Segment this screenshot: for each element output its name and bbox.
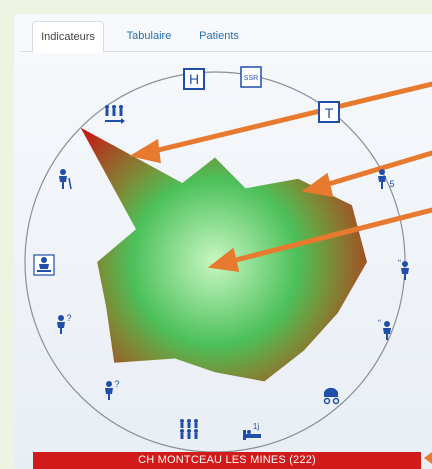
annotation-arrow-1 — [147, 81, 432, 155]
bed-1j-icon[interactable]: 1j — [241, 420, 263, 442]
tab-bar: Indicateurs Tabulaire Patients — [20, 14, 432, 53]
person-question-icon-text: ? — [114, 379, 119, 389]
footer-pointer-arrow — [424, 452, 432, 464]
person-question2-icon[interactable]: ? — [52, 312, 74, 334]
group-people-icon[interactable] — [178, 418, 200, 440]
annotation-arrowhead-3 — [207, 247, 240, 272]
person-question2-icon-text: ? — [66, 313, 71, 323]
person-quote-icon[interactable]: “ — [394, 258, 416, 280]
hospital-name-bar: CH MONTCEAU LES MINES (222) — [33, 452, 421, 469]
person-desk-icon[interactable] — [33, 254, 55, 276]
tab-patients[interactable]: Patients — [199, 30, 239, 42]
person-quote2-icon[interactable]: “ — [376, 318, 398, 340]
person-quote-icon-text: “ — [398, 258, 401, 268]
tab-tabulaire[interactable]: Tabulaire — [126, 30, 172, 42]
annotation-arrow-3 — [225, 207, 432, 265]
elevator-icon-text: T — [325, 105, 334, 121]
people-arrow-icon[interactable] — [103, 104, 125, 126]
person-quote2-icon-text: “ — [378, 318, 381, 328]
ssr-icon-text: SSR — [244, 75, 258, 82]
elevator-icon[interactable]: T — [318, 101, 340, 123]
tab-indicateurs[interactable]: Indicateurs — [32, 21, 104, 53]
hospital-icon-text: H — [189, 71, 199, 87]
ssr-icon[interactable]: SSR — [240, 66, 262, 88]
annotation-arrowhead-2 — [301, 172, 334, 198]
person-question-icon[interactable]: ? — [100, 378, 122, 400]
hospital-icon[interactable]: H — [183, 68, 205, 90]
person-5-icon[interactable]: 5 — [374, 168, 396, 190]
radar-polygon — [80, 127, 367, 382]
annotation-arrow-2 — [319, 150, 432, 189]
elderly-person-icon[interactable] — [53, 168, 75, 190]
stroller-icon[interactable] — [320, 384, 342, 406]
bed-1j-icon-text: 1j — [253, 422, 259, 431]
annotation-arrowhead-1 — [129, 138, 161, 164]
person-5-icon-text: 5 — [389, 179, 394, 189]
